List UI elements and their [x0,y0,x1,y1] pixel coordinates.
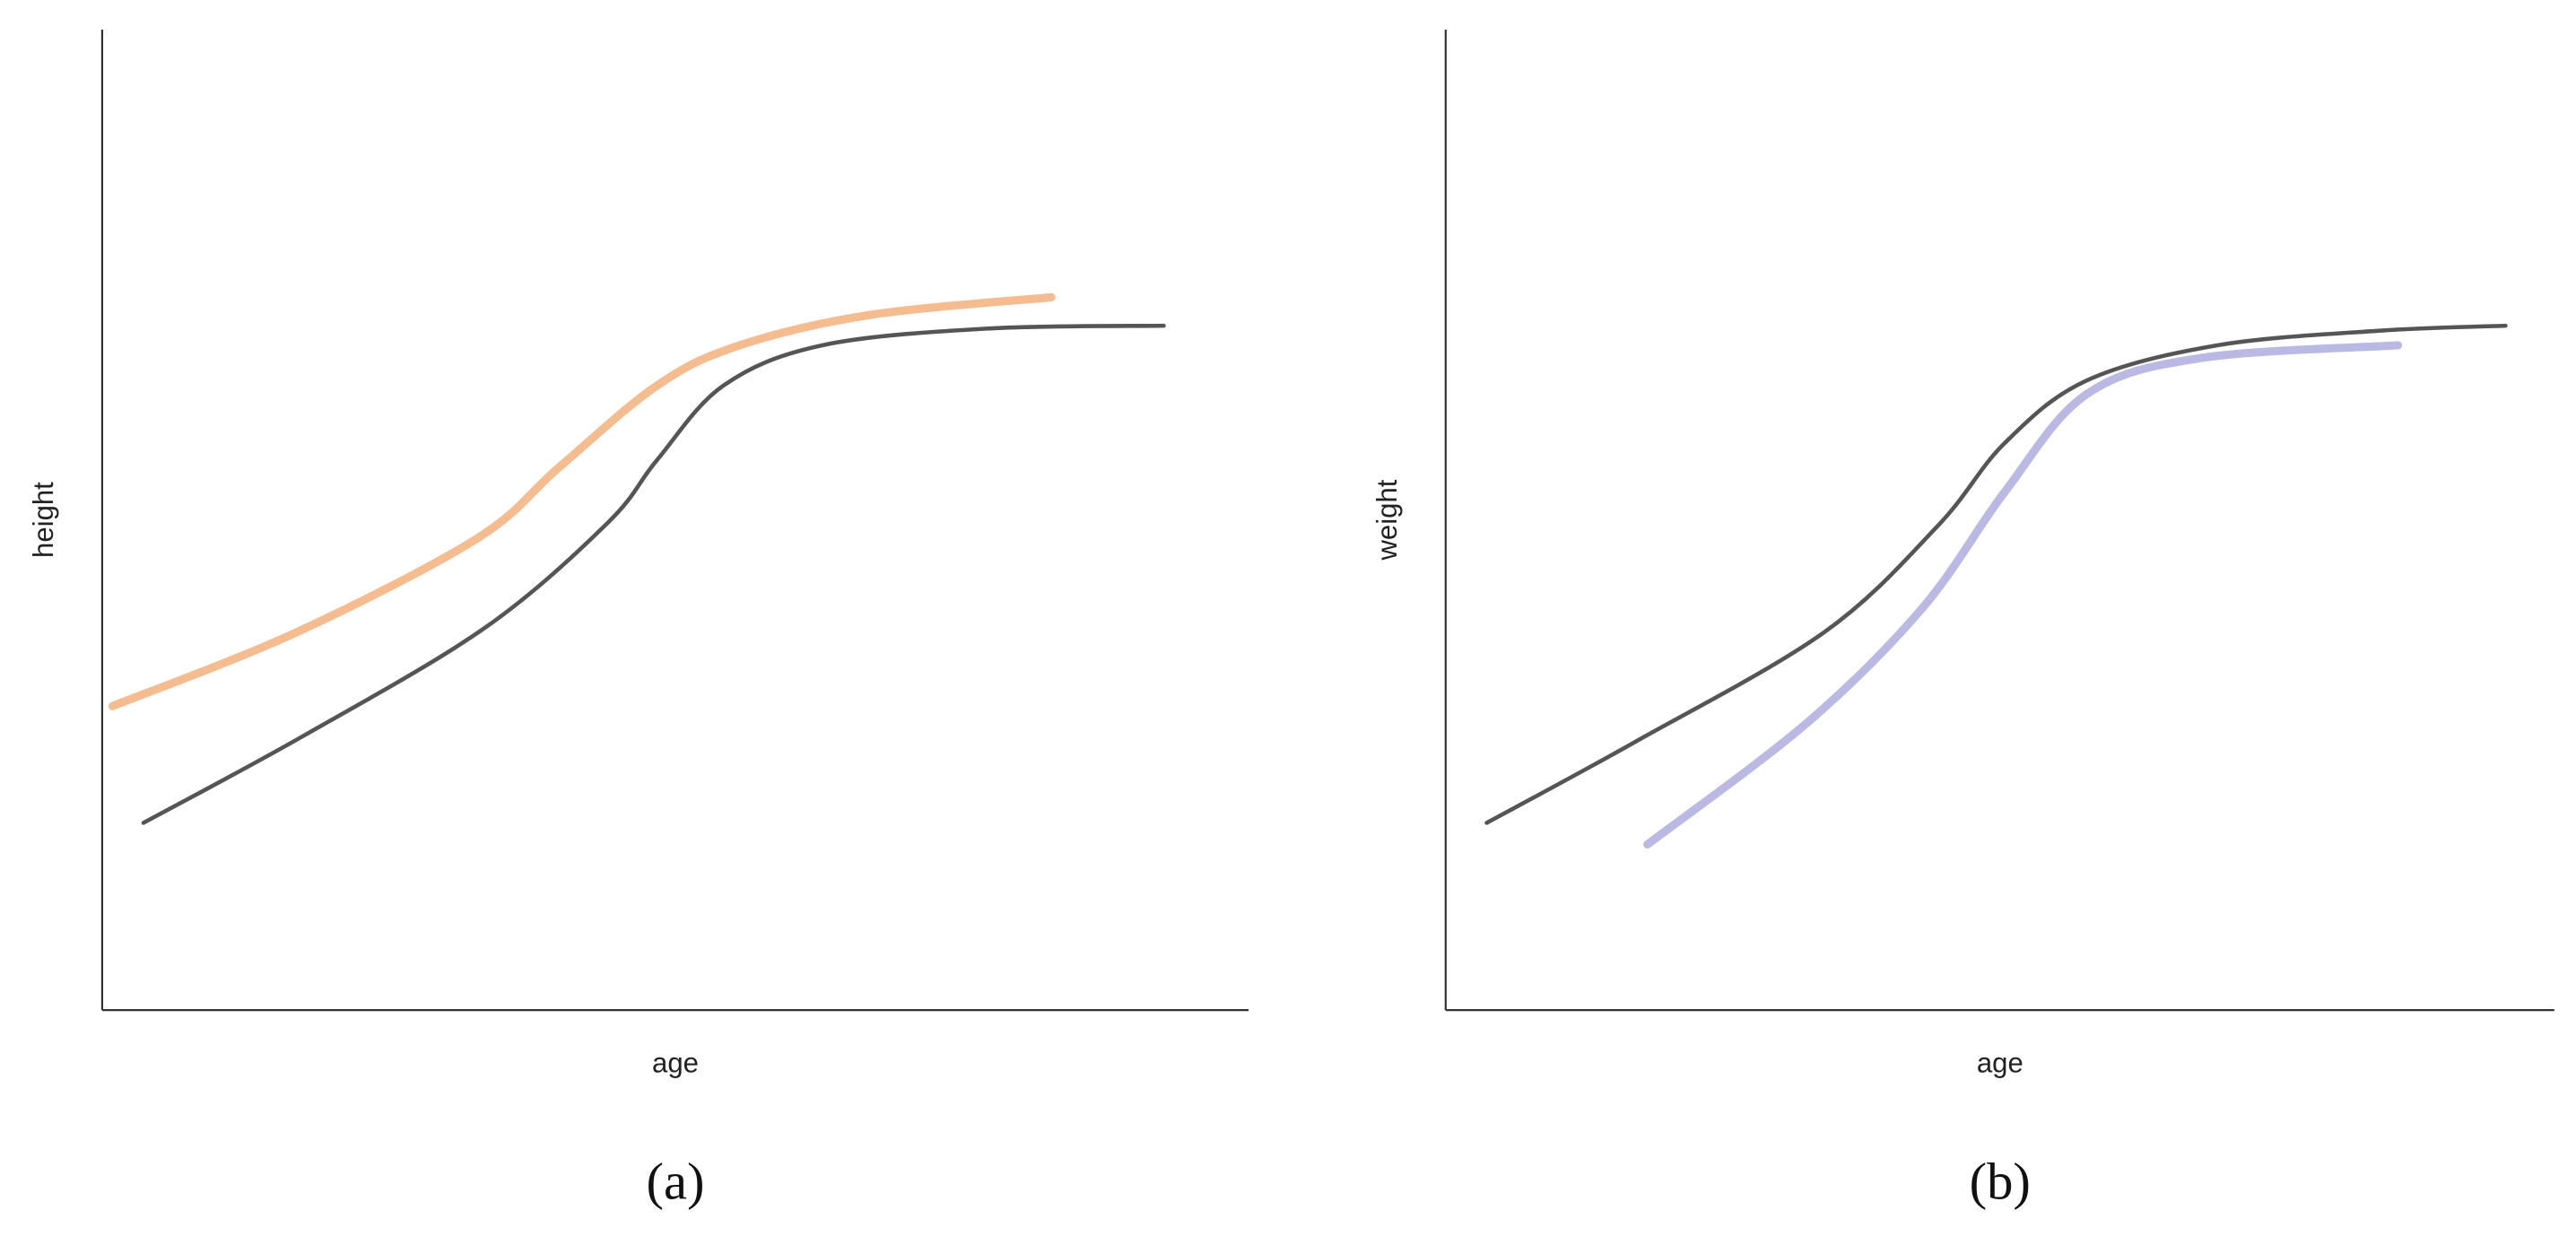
line [1484,323,2508,825]
y-axis-label: weight [1371,479,1403,561]
panel-label: (b) [1970,1153,2031,1211]
line [141,323,1166,825]
x-axis-label: age [1977,1048,2023,1079]
x-axis-label: age [652,1048,699,1079]
y-axis-label: height [28,482,59,558]
line [108,292,1056,710]
line [1643,341,2403,849]
panel-label: (a) [646,1153,704,1211]
